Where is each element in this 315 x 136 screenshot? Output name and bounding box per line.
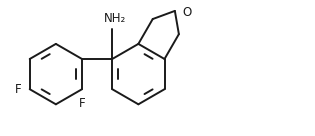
Text: NH₂: NH₂ [103, 12, 126, 25]
Text: F: F [79, 97, 85, 110]
Text: O: O [182, 6, 192, 19]
Text: F: F [15, 83, 22, 96]
